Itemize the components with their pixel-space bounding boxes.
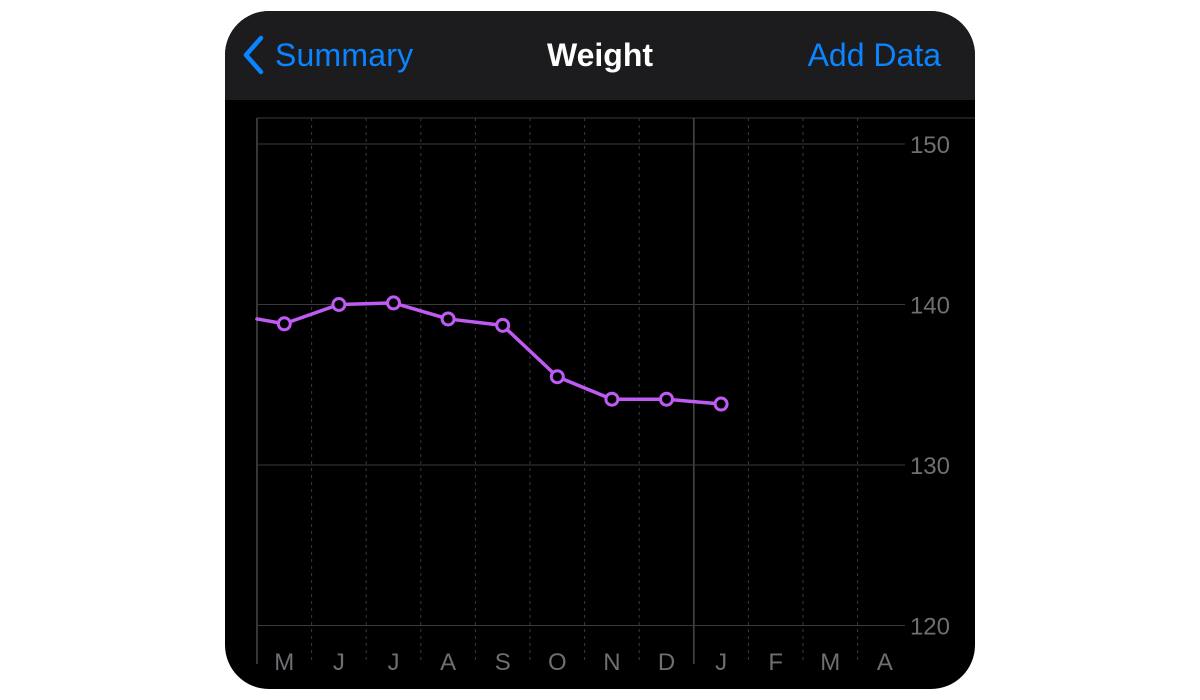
weight-series-line [255,301,723,406]
health-app-screen: Summary Weight Add Data 150 140 130 120 M J J A… [225,11,975,689]
weight-data-point [440,311,456,327]
x-tick-label: J [715,649,727,676]
y-tick-label: 150 [910,132,950,159]
back-button-label: Summary [275,36,414,73]
weight-data-point [659,391,674,407]
x-tick-label: A [440,649,456,676]
y-tick-label: 130 [910,453,950,480]
x-tick-label: M [820,649,840,676]
navigation-bar: Summary Weight Add Data [225,11,975,100]
x-tick-label: O [548,649,567,676]
weight-data-point [713,396,729,412]
back-button[interactable]: Summary [241,33,413,77]
weight-chart[interactable]: 150 140 130 120 M J J A S O N D J F M A [225,100,975,689]
x-tick-label: J [388,649,400,676]
x-tick-label: D [658,649,675,676]
chart-grid [256,117,975,664]
weight-data-point [495,317,511,333]
x-tick-label: M [274,649,294,676]
x-tick-label: F [768,649,783,676]
weight-data-point [386,295,401,311]
y-tick-label: 120 [910,614,950,641]
weight-data-point [331,297,347,312]
add-data-button[interactable]: Add Data [807,37,941,73]
weight-data-point [276,316,292,332]
x-tick-label: A [877,649,893,676]
y-tick-label: 140 [910,293,950,320]
x-tick-label: S [495,649,511,676]
weight-data-point [549,369,565,385]
chevron-left-icon [241,35,265,75]
weight-data-point [604,391,620,407]
x-tick-label: J [333,649,345,676]
x-tick-label: N [603,649,620,676]
